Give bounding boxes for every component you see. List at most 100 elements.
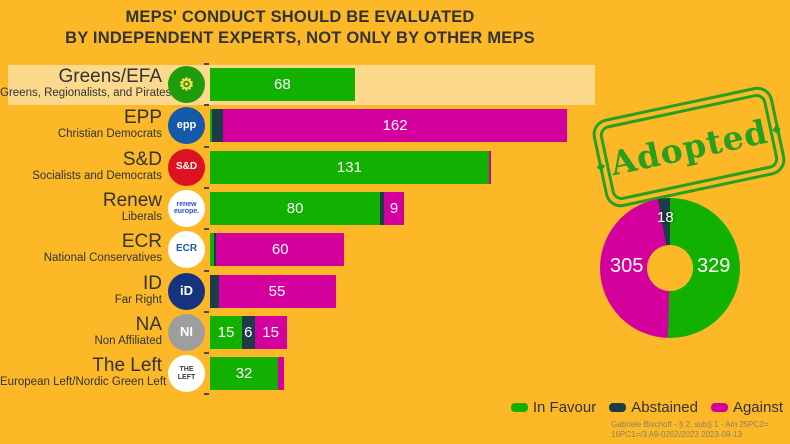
group-label: ID Far Right — [0, 272, 162, 307]
group-label: The Left European Left/Nordic Green Left — [0, 355, 167, 389]
axis-tick — [204, 186, 209, 189]
bar-segment-in-favour — [210, 233, 215, 267]
group-subtitle: Liberals — [121, 210, 162, 223]
bar-segment-against: 55 — [218, 274, 336, 308]
axis-tick — [204, 145, 209, 148]
legend: In Favour Abstained Against — [510, 399, 783, 416]
group-label: NA Non Affiliated — [0, 313, 162, 348]
group-subtitle: Socialists and Democrats — [32, 169, 162, 182]
axis-tick — [204, 352, 209, 355]
group-subtitle: European Left/Nordic Green Left — [0, 376, 167, 389]
group-subtitle: National Conservatives — [43, 252, 162, 265]
bar-segment-in-favour: 68 — [210, 68, 355, 101]
sd-logo-icon: S&D — [168, 148, 205, 186]
stacked-bar: 15 6 15 — [210, 315, 287, 349]
stamp-ornament-icon: ◆ — [595, 158, 608, 174]
axis-tick — [204, 63, 209, 65]
adopted-stamp: ◆ Adopted ◆ — [589, 83, 789, 211]
stamp-label: Adopted — [606, 111, 772, 183]
bar-value-label: 32 — [235, 365, 253, 383]
bar-segment-in-favour: 80 — [210, 191, 381, 225]
bar-value-label: 9 — [389, 199, 399, 217]
bar-segment-in-favour: 15 — [210, 315, 242, 349]
group-label: ECR National Conservatives — [0, 232, 162, 265]
legend-swatch-icon — [609, 403, 627, 412]
page-title: MEPS' CONDUCT SHOULD BE EVALUATED BY IND… — [0, 7, 600, 50]
stacked-bar: 32 — [210, 357, 285, 391]
attribution-line-2: 16PC1=/3 A9-0262/2023 2023-09-13 — [611, 430, 742, 440]
bar-value-label: 15 — [217, 323, 235, 341]
ni-logo-icon: NI — [168, 313, 205, 351]
group-row-ecr: ECR National Conservatives ECR 60 — [0, 229, 600, 270]
group-label: EPP Christian Democrats — [0, 108, 162, 141]
bar-segment-against: 15 — [254, 315, 287, 349]
axis-tick — [204, 269, 209, 272]
bar-segment-in-favour: 32 — [210, 357, 279, 391]
legend-item-against: Against — [710, 399, 783, 416]
bar-segment-abstained — [212, 109, 223, 143]
greens-efa-logo-icon: ⚙ — [168, 66, 205, 103]
stacked-bar: 60 — [210, 233, 345, 267]
legend-label: Against — [732, 399, 783, 416]
donut-chart: 329 305 18 — [600, 198, 740, 338]
group-row-epp: EPP Christian Democrats epp 162 — [0, 105, 600, 146]
group-subtitle: Far Right — [114, 293, 162, 306]
bar-value-label: 60 — [271, 241, 289, 259]
group-name: The Left — [92, 355, 162, 377]
title-line-2: BY INDEPENDENT EXPERTS, NOT ONLY BY OTHE… — [65, 29, 535, 48]
stamp-ornament-icon: ◆ — [770, 120, 783, 136]
group-row-renew: Renew Liberals renew europe. 80 9 — [0, 188, 600, 229]
group-row-the-left: The Left European Left/Nordic Green Left T… — [0, 353, 600, 394]
stacked-bar: 68 — [210, 68, 355, 101]
stamp-border: ◆ Adopted ◆ — [589, 83, 789, 211]
axis-tick — [204, 104, 209, 107]
attribution: Gabriele Bischoff - § 2, sub§ 1 - Am 25P… — [611, 420, 769, 441]
bar-segment-abstained — [210, 274, 219, 308]
legend-item-in-favour: In Favour — [510, 399, 597, 416]
axis-tick — [204, 228, 209, 231]
group-row-id: ID Far Right iD 55 — [0, 271, 600, 312]
legend-label: In Favour — [532, 399, 597, 416]
group-name: Greens/EFA — [58, 66, 163, 87]
bar-segment-abstained — [214, 233, 217, 267]
ecr-logo-icon: ECR — [168, 231, 205, 269]
group-subtitle: Non Affiliated — [94, 334, 162, 347]
group-subtitle: Christian Democrats — [57, 128, 162, 141]
donut-label-abstained: 18 — [657, 209, 674, 226]
bar-segment-against: 9 — [384, 191, 404, 225]
stacked-bar: 162 — [210, 109, 568, 143]
group-name: NA — [135, 313, 162, 335]
legend-swatch-icon — [510, 403, 528, 412]
stacked-bar: 55 — [210, 274, 336, 308]
bar-segment-abstained: 6 — [241, 315, 255, 349]
stacked-bar: 131 — [210, 150, 491, 184]
axis-tick — [204, 393, 209, 396]
group-label: Greens/EFA Greens, Regionalists, and Pira… — [0, 66, 171, 100]
axis-tick — [204, 310, 209, 313]
donut-label-in-favour: 329 — [697, 255, 731, 277]
bar-segment-against — [278, 357, 285, 391]
group-name: ID — [143, 272, 162, 294]
group-row-na: NA Non Affiliated NI 15 6 15 — [0, 312, 600, 353]
group-name: Renew — [102, 189, 162, 211]
group-name: ECR — [121, 231, 162, 253]
bar-value-label: 162 — [382, 117, 408, 135]
bar-segment-against — [488, 150, 491, 184]
bar-segment-in-favour — [210, 109, 213, 143]
attribution-line-1: Gabriele Bischoff - § 2, sub§ 1 - Am 25P… — [611, 420, 769, 429]
bar-segment-abstained — [380, 191, 385, 225]
legend-label: Abstained — [631, 399, 698, 416]
bar-value-label: 80 — [286, 199, 304, 217]
group-name: S&D — [122, 148, 162, 170]
donut-label-against: 305 — [610, 255, 644, 277]
title-line-1: MEPS' CONDUCT SHOULD BE EVALUATED — [125, 8, 475, 26]
stacked-bar: 80 9 — [210, 191, 404, 225]
group-label: S&D Socialists and Democrats — [0, 148, 162, 183]
bar-value-label: 15 — [262, 323, 279, 341]
the-left-logo-icon: THE LEFT — [168, 355, 205, 393]
legend-item-abstained: Abstained — [609, 399, 698, 416]
group-row-s-d: S&D Socialists and Democrats S&D 131 — [0, 147, 600, 188]
group-label: Renew Liberals — [0, 189, 162, 224]
bar-segment-in-favour: 131 — [210, 150, 489, 184]
